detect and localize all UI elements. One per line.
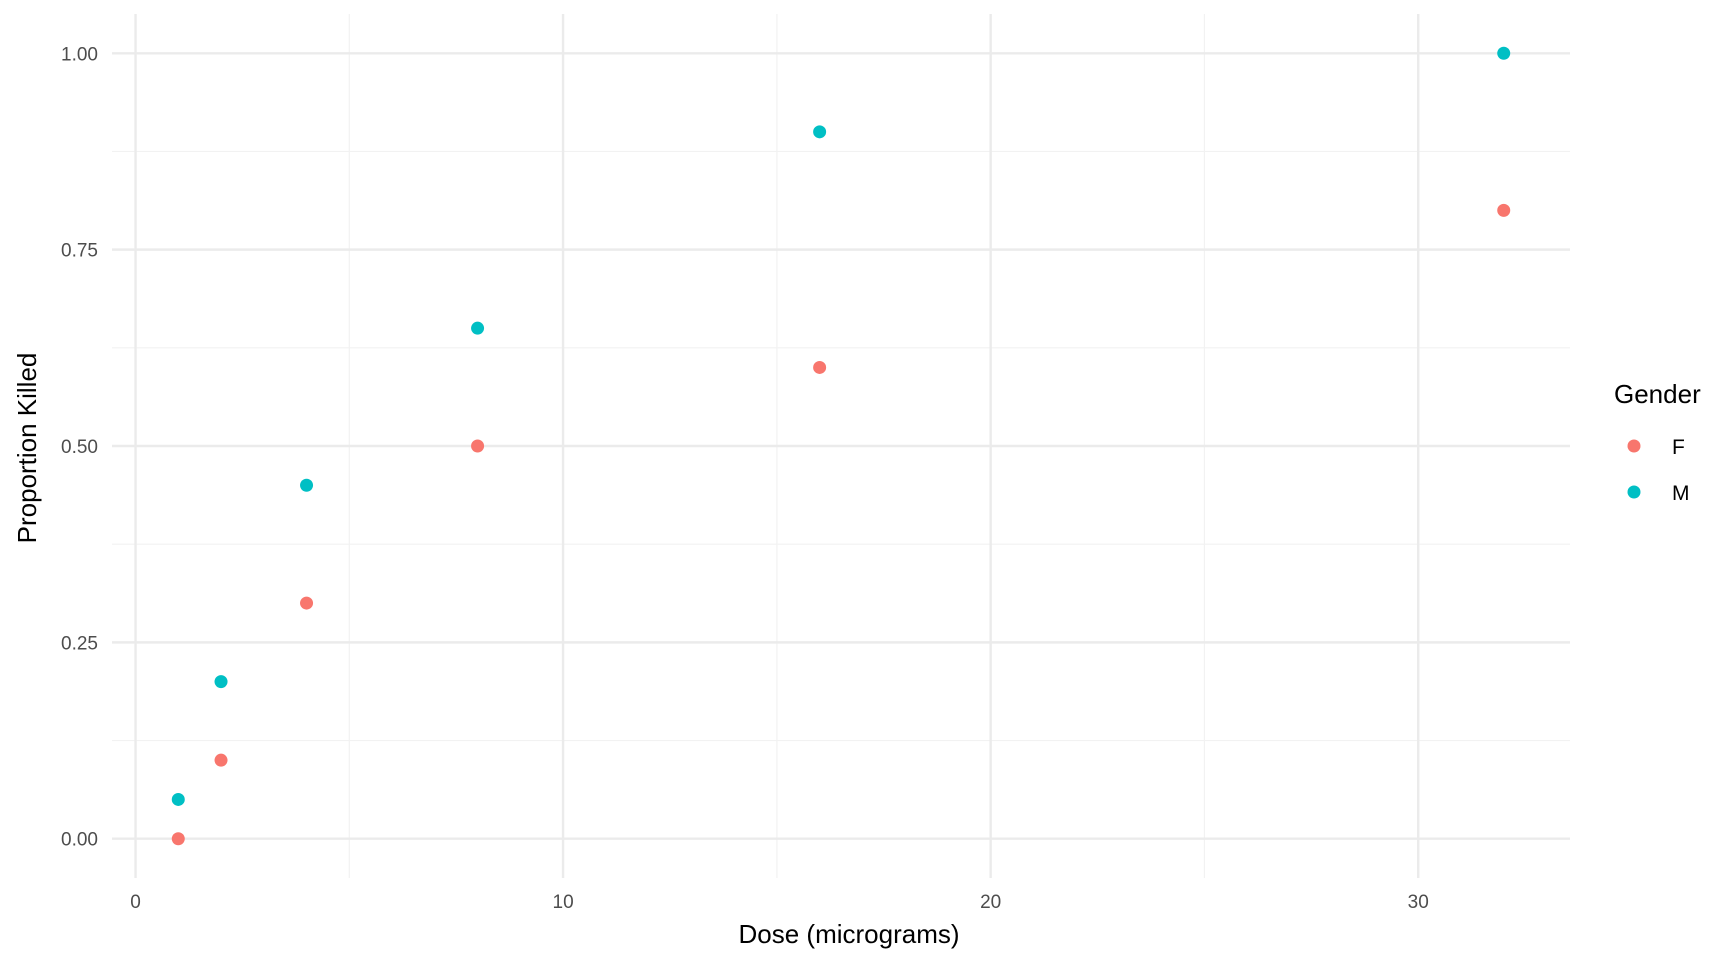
data-point-f xyxy=(171,832,185,846)
data-point-m xyxy=(471,321,485,335)
legend-label-m: M xyxy=(1672,482,1690,505)
data-point-m xyxy=(300,478,314,492)
x-axis-title: Dose (micrograms) xyxy=(738,919,959,949)
legend-key-m xyxy=(1627,485,1641,499)
y-axis-title: Proportion Killed xyxy=(12,353,42,544)
x-tick-label: 30 xyxy=(1408,892,1429,913)
data-point-f xyxy=(471,439,485,453)
data-point-m xyxy=(171,792,185,806)
y-tick-label: 0.00 xyxy=(61,830,98,851)
legend: Gender FM xyxy=(1614,379,1701,505)
data-point-m xyxy=(214,675,228,689)
y-tick-label: 0.25 xyxy=(61,633,98,654)
legend-title: Gender xyxy=(1614,379,1701,409)
x-tick-label: 10 xyxy=(553,892,574,913)
y-tick-label: 1.00 xyxy=(61,44,98,65)
y-tick-label: 0.75 xyxy=(61,241,98,262)
data-point-f xyxy=(214,753,228,767)
data-points xyxy=(171,46,1511,846)
data-point-f xyxy=(1497,203,1511,217)
data-point-m xyxy=(1497,46,1511,60)
legend-key-f xyxy=(1627,439,1641,453)
x-axis-ticks: 0 10 20 30 xyxy=(130,892,1429,913)
legend-label-f: F xyxy=(1672,436,1685,459)
major-grid xyxy=(112,14,1570,878)
y-axis-ticks: 0.00 0.25 0.50 0.75 1.00 xyxy=(61,44,98,850)
x-tick-label: 0 xyxy=(130,892,141,913)
data-point-f xyxy=(300,596,314,610)
data-point-m xyxy=(813,125,827,139)
minor-grid xyxy=(112,14,1570,878)
y-tick-label: 0.50 xyxy=(61,437,98,458)
data-point-f xyxy=(813,360,827,374)
x-tick-label: 20 xyxy=(980,892,1001,913)
